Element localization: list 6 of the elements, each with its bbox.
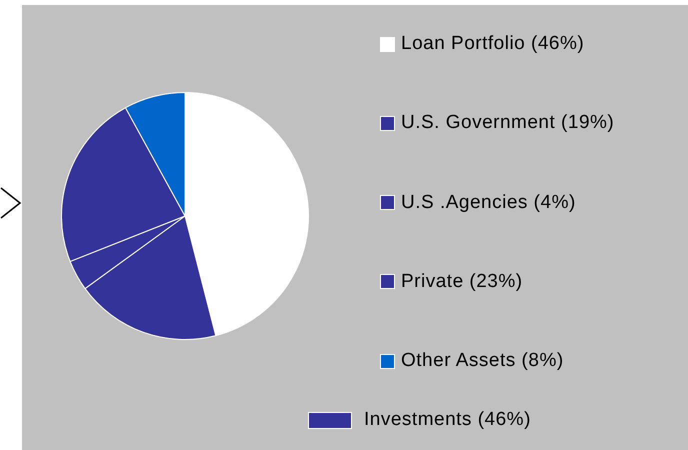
legend-label: Loan Portfolio (46%) bbox=[401, 33, 584, 55]
legend-label: Private (23%) bbox=[401, 270, 523, 293]
legend-label: Other Assets (8%) bbox=[401, 350, 564, 372]
text: Investments (46%) bbox=[364, 409, 531, 431]
legend-label: U.S .Agencies (4%) bbox=[401, 192, 576, 214]
legend-label: U.S. Government (19%) bbox=[401, 112, 614, 134]
